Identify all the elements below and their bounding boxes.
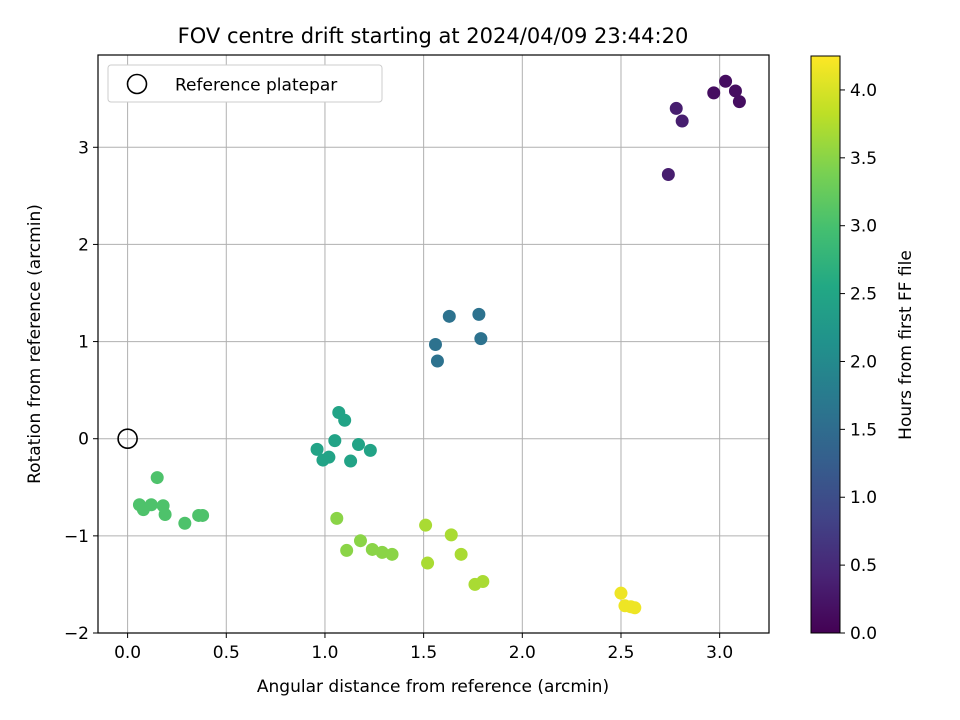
data-point [430,354,444,368]
colorbar-label: Hours from first FF file [896,250,916,440]
colorbar-tick-label: 4.0 [850,81,877,101]
data-point [338,413,352,427]
colorbar-tick-label: 1.0 [850,488,877,508]
y-tick-label: 1 [78,333,89,353]
data-point [328,434,342,448]
colorbar-tick-label: 1.5 [850,420,877,440]
data-point [419,518,433,532]
legend-label: Reference platepar [175,76,337,96]
data-point [719,74,733,88]
colorbar-gradient [810,55,841,634]
data-point [353,534,367,548]
data-point [352,438,366,452]
data-points [132,74,746,615]
data-point [150,471,164,485]
x-tick-label: 0.5 [213,643,240,663]
colorbar: 0.0 0.5 1.0 1.5 2.0 2.5 3.0 3.5 4.0 Hours from f… [810,55,916,644]
colorbar-tick-label: 0.5 [850,556,877,576]
data-point [421,556,435,570]
plot-frame [97,54,770,634]
y-axis-label: Rotation from reference (arcmin) [25,204,45,484]
legend-marker-icon [126,73,148,95]
reference-platepar-marker [117,428,138,450]
data-point [628,601,642,615]
data-point [732,95,746,109]
x-tick-label: 3.0 [706,643,733,663]
x-axis-ticks: 0.0 0.5 1.0 1.5 2.0 2.5 3.0 [114,633,733,663]
data-point [340,543,354,557]
x-tick-label: 0.0 [114,643,141,663]
colorbar-ticks: 0.0 0.5 1.0 1.5 2.0 2.5 3.0 3.5 4.0 [840,81,877,644]
data-point [330,511,344,525]
data-point [454,547,468,561]
data-point [375,545,389,559]
data-point [428,337,442,351]
data-point [136,503,150,517]
data-point [669,101,683,115]
data-point [178,516,192,530]
data-point [196,508,210,522]
y-tick-label: 3 [78,138,89,158]
data-point [444,528,458,542]
colorbar-tick-label: 3.0 [850,217,877,237]
data-point [474,332,488,346]
y-tick-label: −1 [64,527,89,547]
x-axis-label: Angular distance from reference (arcmin) [257,677,609,697]
data-point [316,453,330,467]
data-point [158,507,172,521]
legend: Reference platepar [107,64,383,103]
chart-title: FOV centre drift starting at 2024/04/09 … [178,24,689,48]
data-point [363,443,377,457]
plot-area: 0.0 0.5 1.0 1.5 2.0 2.5 3.0 −2 −1 0 1 2 3 [64,54,770,663]
data-point [661,167,675,181]
x-tick-label: 1.0 [311,643,338,663]
data-point [728,84,742,98]
colorbar-tick-label: 0.0 [850,624,877,644]
x-tick-label: 2.0 [509,643,536,663]
data-point [365,542,379,556]
colorbar-tick-label: 2.0 [850,352,877,372]
data-point [614,586,628,600]
x-tick-label: 1.5 [410,643,437,663]
data-point [675,114,689,128]
y-tick-label: −2 [64,624,89,644]
data-point [472,307,486,321]
colorbar-tick-label: 2.5 [850,285,877,305]
data-point [344,454,358,468]
x-tick-label: 2.5 [607,643,634,663]
data-point [476,575,490,589]
data-point [707,86,721,100]
y-tick-label: 2 [78,235,89,255]
data-point [442,309,456,323]
y-axis-ticks: −2 −1 0 1 2 3 [64,138,98,644]
y-tick-label: 0 [78,430,89,450]
legend-box [107,64,383,103]
data-point [310,442,324,456]
colorbar-tick-label: 3.5 [850,149,877,169]
data-point [385,547,399,561]
